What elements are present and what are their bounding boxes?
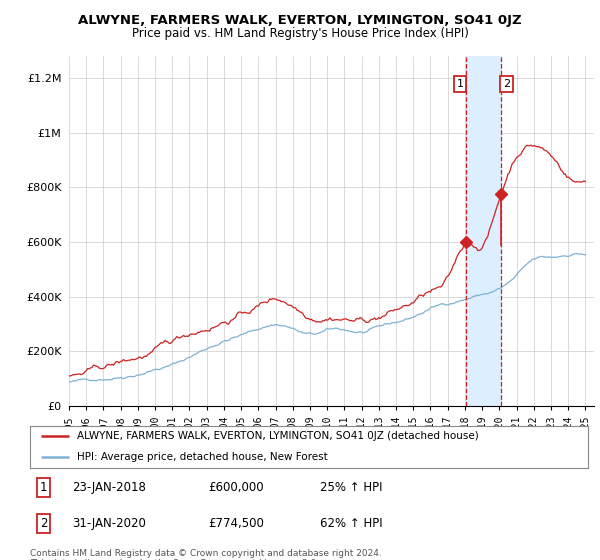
Text: Contains HM Land Registry data © Crown copyright and database right 2024.
This d: Contains HM Land Registry data © Crown c… bbox=[30, 549, 382, 560]
Bar bbox=[466, 56, 501, 406]
Text: 1: 1 bbox=[40, 481, 47, 494]
Text: 25% ↑ HPI: 25% ↑ HPI bbox=[320, 481, 383, 494]
Text: 2: 2 bbox=[40, 517, 47, 530]
Text: £600,000: £600,000 bbox=[209, 481, 264, 494]
Text: Price paid vs. HM Land Registry's House Price Index (HPI): Price paid vs. HM Land Registry's House … bbox=[131, 27, 469, 40]
Text: 62% ↑ HPI: 62% ↑ HPI bbox=[320, 517, 383, 530]
Text: 31-JAN-2020: 31-JAN-2020 bbox=[72, 517, 146, 530]
Text: £774,500: £774,500 bbox=[209, 517, 265, 530]
Text: HPI: Average price, detached house, New Forest: HPI: Average price, detached house, New … bbox=[77, 452, 328, 462]
Text: 23-JAN-2018: 23-JAN-2018 bbox=[72, 481, 146, 494]
Text: 2: 2 bbox=[503, 79, 510, 89]
Text: ALWYNE, FARMERS WALK, EVERTON, LYMINGTON, SO41 0JZ (detached house): ALWYNE, FARMERS WALK, EVERTON, LYMINGTON… bbox=[77, 431, 479, 441]
Text: 1: 1 bbox=[457, 79, 463, 89]
Text: ALWYNE, FARMERS WALK, EVERTON, LYMINGTON, SO41 0JZ: ALWYNE, FARMERS WALK, EVERTON, LYMINGTON… bbox=[78, 14, 522, 27]
